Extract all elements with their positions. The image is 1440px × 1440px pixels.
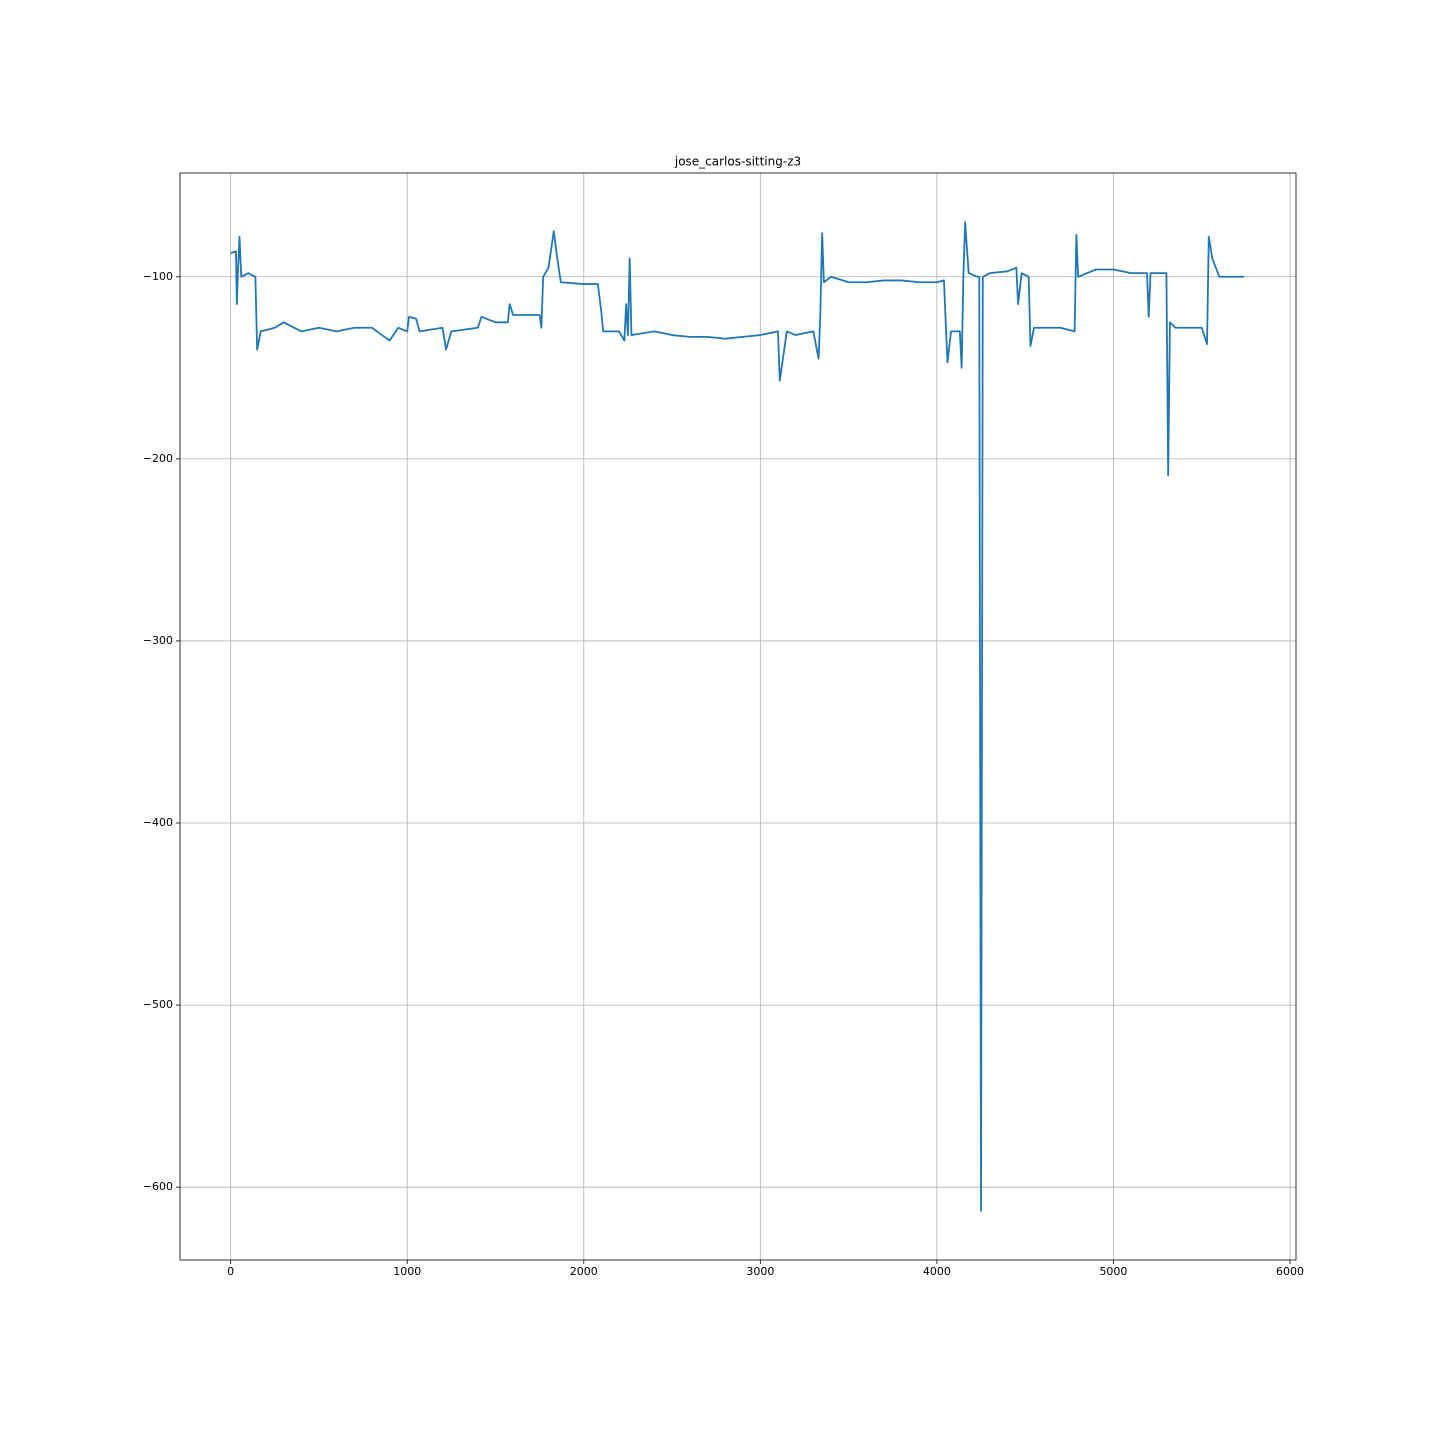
x-tick-label: 2000 xyxy=(570,1265,598,1278)
data-line xyxy=(230,221,1245,1212)
x-tick-label: 6000 xyxy=(1276,1265,1304,1278)
x-tick-label: 3000 xyxy=(746,1265,774,1278)
x-tick-label: 0 xyxy=(227,1265,234,1278)
x-tick-label: 5000 xyxy=(1099,1265,1127,1278)
chart-title: jose_carlos-sitting-z3 xyxy=(674,155,801,169)
y-tick-label: −300 xyxy=(143,634,173,647)
y-tick-label: −500 xyxy=(143,998,173,1011)
y-tick-label: −400 xyxy=(143,816,173,829)
x-tick-label: 4000 xyxy=(923,1265,951,1278)
y-tick-label: −600 xyxy=(143,1180,173,1193)
plot-frame xyxy=(179,172,1297,1261)
x-tick-label: 1000 xyxy=(393,1265,421,1278)
y-tick-label: −100 xyxy=(143,270,173,283)
y-tick-label: −200 xyxy=(143,452,173,465)
